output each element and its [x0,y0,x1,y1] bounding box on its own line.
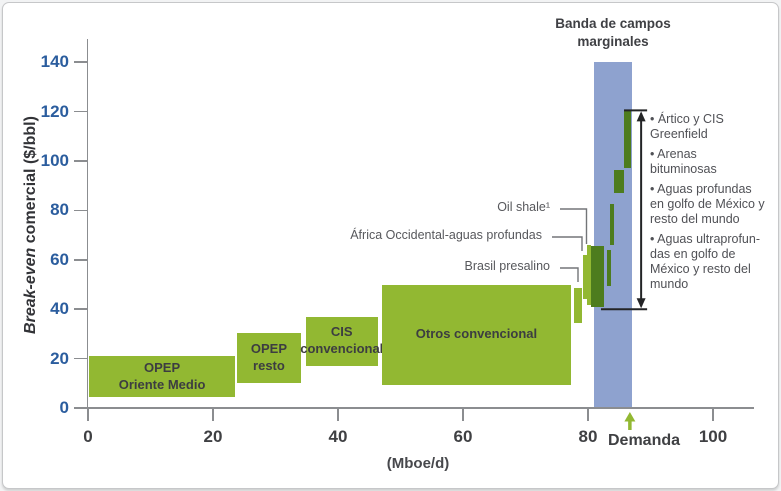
x-tick-label: 80 [578,427,598,446]
y-tick [74,61,87,63]
supply-block-opep-resto: OPEP resto [236,332,302,384]
x-tick-label: 20 [203,427,223,446]
marginal-field-types-list: • Ártico y CIS Greenfield • Arenas bitumi… [650,112,778,297]
supply-block-cis-convencional: CIS convencional [300,316,383,366]
marginal-field-type-item-2: • Arenas bituminosas [650,147,717,176]
x-tick [212,408,214,421]
y-tick-label: 140 [40,52,69,72]
y-tick [74,308,87,310]
y-tick-label: 40 [50,299,69,319]
y-tick [74,357,87,360]
callout-label-africa-occidental-aguas-profundas: África Occidental-aguas profundas [350,228,542,242]
y-tick-label: 0 [59,398,69,417]
x-tick [462,408,464,421]
supply-block-label-opep-resto: OPEP resto [250,341,287,373]
x-axis-line [86,407,754,409]
x-tick-label: 40 [328,427,348,446]
y-tick [74,160,87,162]
y-tick-label: 120 [40,101,69,121]
y-tick-label: 80 [50,200,69,220]
x-tick [712,408,714,421]
marginal-field-bar-3 [609,204,615,245]
supply-block-label-opep-oriente-medio: OPEP Oriente Medio [118,359,206,392]
callout-label-oil-shale: Oil shale¹ [497,200,550,214]
x-tick [337,408,339,421]
y-tick-label: 20 [50,348,69,368]
demand-label: Demanda [607,432,681,449]
x-tick-label: 0 [83,427,93,446]
y-tick [74,209,87,212]
y-tick-label: 100 [40,151,69,170]
marginal-field-type-item-3: • Aguas profundas en golfo de México y r… [650,182,765,226]
supply-block-brasil-presalino [574,288,583,323]
supply-block-label-otros-convencional: Otros convencional [415,326,538,342]
supply-block-label-cis-convencional: CIS convencional [300,324,384,357]
supply-block-oil-shale [586,244,591,306]
y-tick-label: 60 [50,249,69,269]
marginal-field-bar-1 [590,246,605,307]
supply-block-otros-convencional: Otros convencional [381,284,572,385]
marginal-band-title: Banda de campos marginales [555,16,671,49]
supply-block-africa-occidental-aguas-profundas [583,254,587,300]
marginal-field-type-item-1: • Ártico y CIS Greenfield [650,112,724,141]
y-axis-title: Break-even comercial ($/bbl) [22,116,40,334]
x-tick-label: 60 [453,427,473,446]
supply-block-opep-oriente-medio: OPEP Oriente Medio [89,356,235,397]
marginal-field-bar-2 [606,249,611,286]
x-tick [587,408,589,421]
plot-area: OPEP Oriente Medio OPEP resto CIS convenci… [3,3,778,488]
x-axis-title: (Mboe/d) [386,455,450,472]
y-axis-title-regular: comercial ($/bbl) [22,116,39,248]
marginal-field-bar-5 [623,110,632,169]
y-axis-line [86,39,89,408]
y-axis-title-italic: Break-even [22,247,39,334]
y-tick [74,259,87,261]
x-tick-label: 100 [698,427,728,446]
marginal-field-bar-4 [613,169,624,194]
callout-label-brasil-presalino: Brasil presalino [464,259,550,273]
y-tick [74,407,87,409]
y-tick [74,110,87,113]
marginal-field-type-item-4: • Aguas ultraprofun- das en golfo de Méx… [650,232,760,291]
x-tick [87,408,89,421]
